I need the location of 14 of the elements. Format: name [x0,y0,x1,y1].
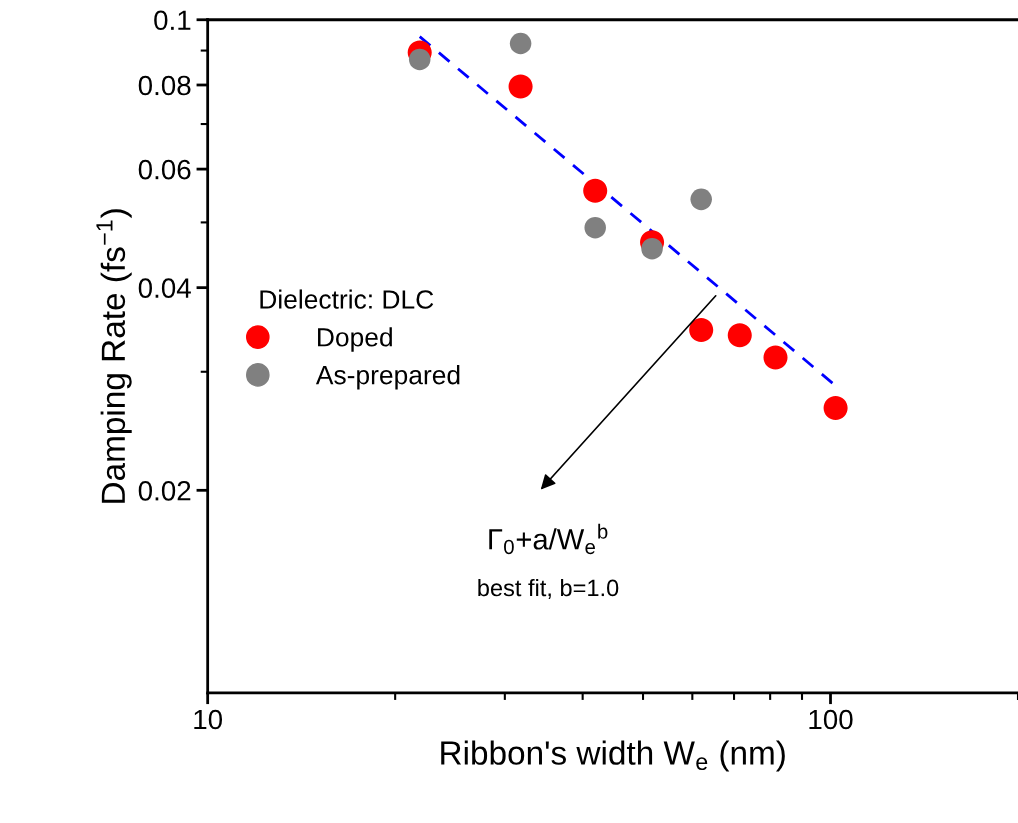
y-tick-label: 0.06 [138,159,191,180]
x-tick-label: 100 [809,709,853,730]
y-tick-label: 0.1 [154,10,191,31]
x-tick-label: 10 [194,709,223,730]
annotation: Γ$_{0}$+a/W$_{e}$$^{b}$ [489,523,608,555]
y-tick-label: 0.04 [138,278,191,298]
x-axis-title: Ribbon's width W$_{e}$ (nm) [441,740,785,772]
y-tick-label: 0.08 [138,75,191,96]
legend-title: Dielectric: DLC [260,289,434,309]
y-axis-title: Damping Rate (fs$^{−1}$) [96,209,132,503]
annotation: best fit, b=1.0 [478,578,619,600]
legend-label: As-prepared [315,365,460,390]
y-tick-label: 0.02 [138,480,191,501]
legend-label: Doped [318,327,392,352]
